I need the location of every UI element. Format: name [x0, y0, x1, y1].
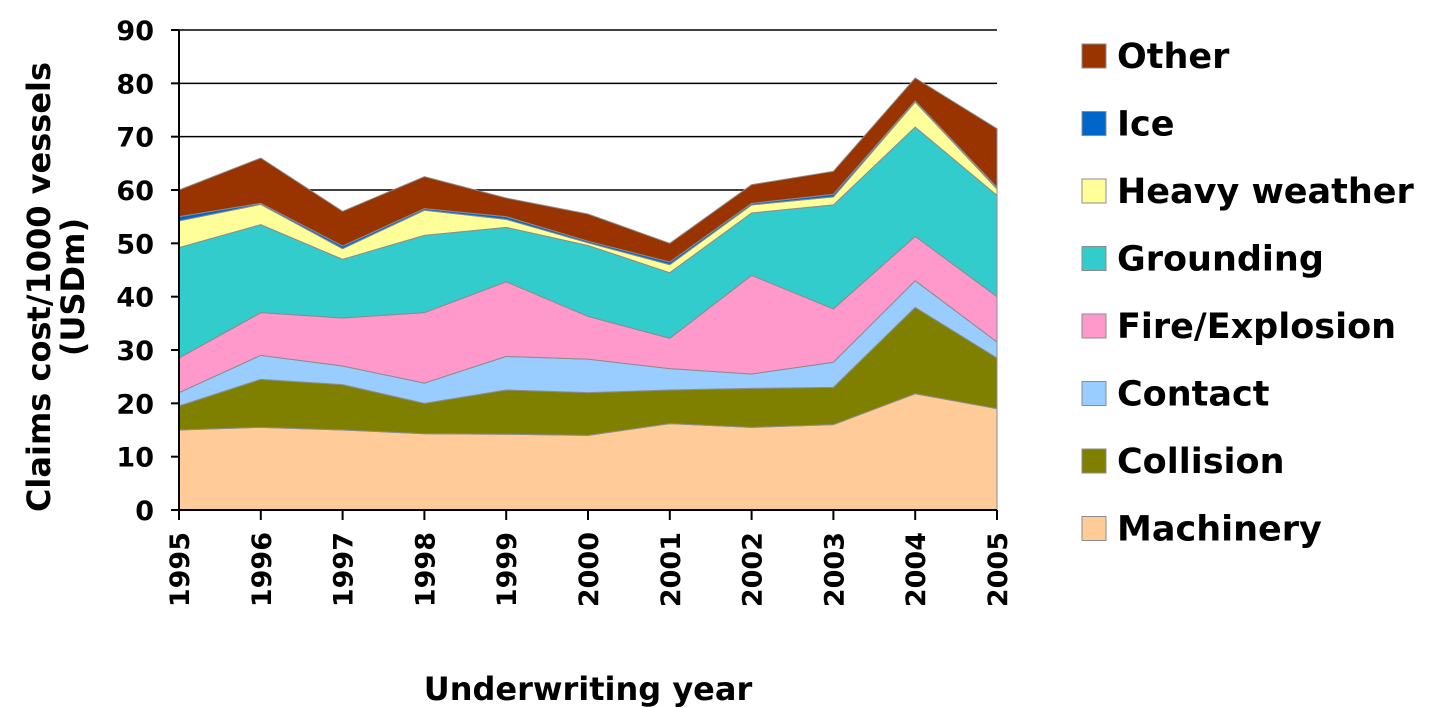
x-tick-label: 2001 [656, 532, 687, 607]
legend-label-contact: Contact [1117, 375, 1269, 415]
x-tick-label: 2003 [819, 532, 850, 607]
area-other [178, 77, 998, 263]
area-series [178, 77, 998, 511]
x-tick-label: 1998 [410, 532, 441, 607]
legend: Other Ice Heavy weather Grounding Fire/Explo… [1081, 37, 1415, 550]
legend-swatch-machinery [1081, 516, 1107, 541]
y-tick-label: 50 [116, 229, 154, 260]
legend-swatch-contact [1081, 381, 1107, 406]
y-tick-label: 10 [116, 443, 154, 474]
legend-label-machinery: Machinery [1117, 510, 1322, 550]
x-tick-label: 2000 [574, 532, 605, 607]
y-tick-label: 0 [135, 496, 154, 527]
legend-swatch-grounding [1081, 246, 1107, 271]
y-tick-label: 40 [116, 283, 154, 314]
x-tick-label: 2004 [901, 532, 932, 607]
legend-swatch-collision [1081, 448, 1107, 474]
y-tick-label: 90 [116, 16, 154, 47]
x-axis-title: Underwriting year [424, 670, 753, 708]
y-tick-label: 20 [116, 389, 154, 420]
x-tick-label: 1996 [247, 532, 278, 607]
legend-label-heavy-weather: Heavy weather [1117, 172, 1415, 212]
y-axis-title: Claims cost/1000 vessels (USDm) [20, 62, 92, 512]
x-tick-label: 2005 [983, 532, 1014, 607]
legend-label-grounding: Grounding [1117, 240, 1324, 280]
x-tick-label: 2002 [738, 532, 769, 607]
y-tick-label: 60 [116, 176, 154, 207]
axes [171, 29, 998, 520]
y-tick-label: 80 [116, 69, 154, 100]
legend-label-collision: Collision [1117, 442, 1285, 482]
y-axis-title-line2: (USDm) [54, 218, 92, 356]
legend-swatch-other [1081, 43, 1107, 69]
legend-label-fire-explosion: Fire/Explosion [1117, 307, 1396, 347]
y-tick-label: 70 [116, 123, 154, 154]
legend-swatch-fire-explosion [1081, 313, 1107, 339]
x-tick-label: 1999 [492, 532, 523, 607]
x-tick-label: 1995 [165, 532, 196, 607]
y-axis-title-line1: Claims cost/1000 vessels [20, 62, 58, 512]
x-tick-labels: 1995 1996 1997 1998 1999 2000 2001 2002 2003 2004… [165, 532, 1014, 607]
legend-label-ice: Ice [1117, 105, 1175, 145]
x-tick-label: 1997 [329, 532, 360, 607]
legend-label-other: Other [1117, 37, 1230, 77]
legend-swatch-heavy-weather [1081, 178, 1107, 204]
legend-swatch-ice [1081, 111, 1107, 136]
y-tick-labels: 0 10 20 30 40 50 60 70 80 90 [116, 16, 154, 527]
y-tick-label: 30 [116, 336, 154, 367]
